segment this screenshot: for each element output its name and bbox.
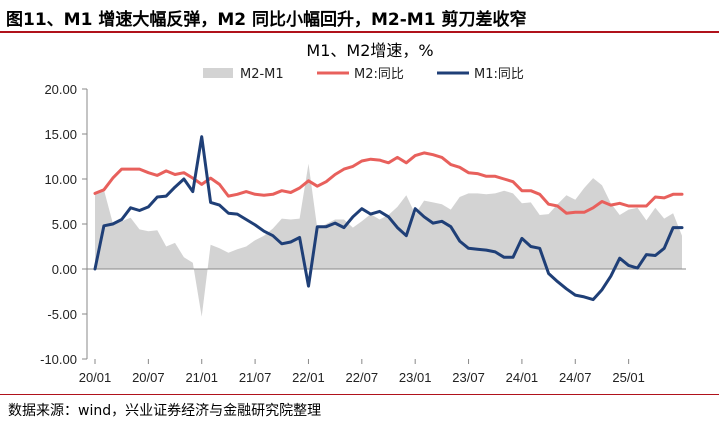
x-tick-label: 21/07	[239, 370, 272, 385]
figure-title: 图11、M1 增速大幅反弹，M2 同比小幅回升，M2-M1 剪刀差收窄	[6, 10, 527, 30]
series-m2-m1-area	[95, 163, 682, 317]
x-tick-label: 24/07	[559, 370, 592, 385]
legend-label: M1:同比	[474, 67, 524, 82]
legend-label: M2:同比	[354, 67, 404, 82]
y-tick-label: 5.00	[52, 217, 77, 232]
x-tick-label: 23/01	[399, 370, 432, 385]
gap-area-layer	[95, 163, 682, 317]
legend-swatch	[203, 68, 233, 78]
x-tick-label: 22/01	[292, 370, 325, 385]
header-rule	[0, 31, 719, 33]
figure-header: 图11、M1 增速大幅反弹，M2 同比小幅回升，M2-M1 剪刀差收窄	[0, 0, 719, 30]
series-m1-line	[93, 135, 684, 302]
footer-rule	[0, 394, 719, 395]
legend-item-m1: M1:同比	[437, 67, 524, 82]
x-tick-label: 20/07	[132, 370, 165, 385]
y-tick-label: 10.00	[44, 172, 77, 187]
x-tick-label: 21/01	[185, 370, 218, 385]
x-tick-label: 23/07	[452, 370, 485, 385]
x-tick-label: 24/01	[506, 370, 539, 385]
y-ticks: -10.00 -5.00 0.00 5.00 10.00 15.00 20.00	[40, 82, 87, 367]
legend-item-m2: M2:同比	[317, 67, 404, 82]
x-ticks: 20/01 20/07 21/01 21/07 22/01 22/07 23/01 23/07…	[79, 359, 645, 385]
x-tick-label: 20/01	[79, 370, 112, 385]
y-tick-label: 15.00	[44, 127, 77, 142]
legend-label: M2-M1	[240, 67, 284, 82]
legend: M2-M1 M2:同比 M1:同比	[203, 67, 524, 82]
lines-layer	[93, 135, 684, 302]
y-tick-label: -5.00	[47, 307, 77, 322]
x-tick-label: 25/01	[612, 370, 645, 385]
chart-title: M1、M2增速，%	[306, 41, 433, 60]
chart-canvas: M1、M2增速，% M2-M1 M2:同比 M1:同比 -10.00 -5.00 0.0…	[40, 41, 686, 385]
legend-item-m2-m1: M2-M1	[203, 67, 284, 82]
source-note: 数据来源：wind，兴业证券经济与金融研究院整理	[8, 403, 322, 419]
y-tick-label: 20.00	[44, 82, 77, 97]
x-tick-label: 22/07	[346, 370, 379, 385]
y-tick-label: 0.00	[52, 262, 77, 277]
y-tick-label: -10.00	[40, 352, 77, 367]
series-m2-line	[93, 151, 684, 215]
